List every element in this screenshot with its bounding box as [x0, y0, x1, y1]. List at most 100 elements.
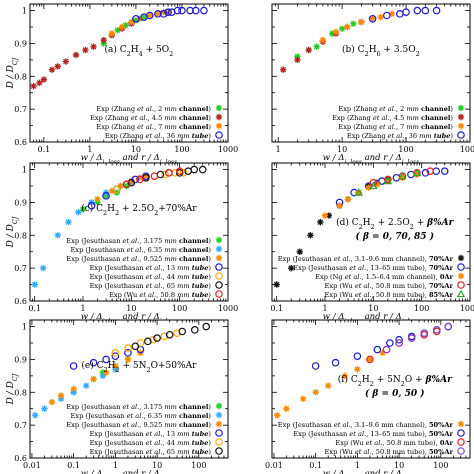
legend-entry-part: mm — [177, 273, 190, 281]
data-point — [366, 355, 374, 364]
data-point — [373, 345, 382, 354]
legend-entry-part: , 7 — [154, 123, 164, 131]
legend-entry-part: , 3.1–9.6 mm channel), — [351, 421, 429, 429]
legend-entry-part: Exp (Jesuthasan — [90, 439, 146, 447]
data-point — [112, 362, 119, 370]
x-axis-label-part: and r / Δ — [120, 153, 160, 163]
legend-marker — [215, 131, 223, 139]
data-point — [122, 22, 129, 29]
legend-marker — [457, 420, 465, 428]
x-axis-label: w / Δi, loss and r / Δi, loss — [323, 469, 419, 474]
x-tick-label: 100 — [433, 461, 448, 470]
legend-entry-part: et al. — [379, 105, 396, 113]
x-tick-label: 10 — [126, 304, 136, 313]
legend-entry-part: mm — [177, 448, 190, 456]
data-point — [57, 395, 65, 403]
legend-entry-part: mm — [406, 114, 419, 122]
x-axis-label-part: w / Δ — [81, 153, 103, 163]
chart-title-part: (b) C — [342, 44, 365, 55]
legend-marker — [457, 281, 465, 289]
panel-c: 0.1 1 10 100 1000 0.6 0.7 0.8 0.9 1 D / DCJ w / Δ i,… — [6, 162, 238, 325]
data-point — [338, 25, 346, 32]
legend-entry: Exp (Jesuthasan et al., 6.35 mm channel) — [71, 412, 212, 420]
data-point — [164, 8, 172, 17]
legend-marker — [215, 254, 223, 262]
legend-entry-part: , 36 — [404, 132, 419, 140]
data-point — [325, 382, 332, 389]
data-point — [160, 332, 169, 341]
y-tick-label: 1 — [22, 166, 27, 175]
legend-entry-part: Exp (Jesuthasan — [66, 255, 122, 263]
plot-area-a — [29, 3, 229, 143]
legend-entry-part: , 13 — [162, 430, 177, 438]
data-point — [294, 56, 301, 64]
legend-entry-part: et al. — [146, 132, 163, 140]
chart-title-part: 2 — [116, 366, 120, 374]
legend-entry-part: , 50.8 mm tube), — [382, 439, 439, 447]
legend-entry-part: ) — [208, 412, 211, 420]
data-point — [321, 212, 329, 219]
legend-entry-part: mm — [164, 114, 177, 122]
x-tick-label: 10 — [152, 461, 162, 470]
chart-title-part: β%Ar — [425, 375, 454, 385]
y-tick-label: 0.7 — [14, 264, 27, 273]
legend-entry-part: channel — [179, 255, 209, 263]
data-point — [311, 362, 320, 370]
data-point — [48, 398, 56, 406]
legend-entry-part: mm — [164, 403, 177, 411]
legend-entry-part: ) — [208, 105, 211, 113]
data-point — [132, 14, 140, 23]
data-point — [358, 18, 365, 26]
data-point — [87, 201, 96, 210]
data-point — [312, 389, 319, 396]
chart-title: (e) C2H2 + 5N2O+50%Ar — [81, 360, 197, 374]
y-tick-label: 0.6 — [14, 138, 27, 147]
legend-entry-part: Exp (Jesuthasan — [90, 430, 146, 438]
legend-entry-part: Exp (Jesuthasan — [71, 412, 127, 420]
x-tick-label: 0.1 — [309, 461, 322, 470]
legend-entry-part: et al. — [355, 282, 372, 290]
legend-entry-part: et al. — [379, 123, 396, 131]
x-tick-label: 100 — [172, 304, 187, 313]
legend-entry-part: ) — [208, 255, 211, 263]
legend-entry-part: , 9.525 — [139, 421, 164, 429]
data-point — [432, 326, 441, 334]
legend-entry: Exp (Wu et al., 50.8 mm tube), 50%Ar — [325, 448, 454, 456]
data-point — [299, 395, 307, 403]
legend-entry: Exp (Jesuthasan et al., 9.525 mm channel… — [66, 421, 211, 429]
legend-marker — [215, 122, 223, 130]
data-point — [150, 172, 159, 180]
chart-title-part: H — [108, 361, 116, 371]
data-point — [341, 372, 349, 380]
x-tick-label: 1 — [276, 145, 281, 154]
legend-entry: Exp (Jesuthasan et al., 65 mm tube) — [90, 282, 212, 290]
legend-entry-part: ) — [208, 291, 211, 299]
chart-title: (f) C2H2 + 5N2O + β%Ar — [338, 374, 453, 388]
legend-entry-part: channel — [179, 421, 209, 429]
chart-title-part: + 5N — [374, 375, 401, 385]
legend-entry-part: 50%Ar — [429, 430, 454, 438]
legend-entry-part: channel — [179, 114, 209, 122]
legend-entry: Exp (Zhang et al., 4.5 mm channel) — [332, 114, 453, 122]
data-point — [399, 174, 406, 181]
data-point — [90, 375, 97, 383]
chart-title-part: H — [131, 45, 139, 55]
data-point — [398, 171, 407, 180]
data-point — [383, 176, 393, 185]
data-points-e — [32, 322, 210, 419]
data-point — [325, 212, 333, 219]
legend-entry-part: et al. — [373, 114, 390, 122]
data-point — [40, 76, 48, 83]
data-point — [178, 327, 187, 336]
x-tick-label: 100 — [414, 304, 429, 313]
chart-title-part: 2 — [416, 50, 420, 58]
data-point — [165, 169, 173, 177]
legend-entry: Exp (Jesuthasan et al., 9.525 mm channel… — [66, 255, 211, 263]
data-point — [154, 10, 162, 18]
chart-title-part: O + — [405, 375, 426, 385]
legend-marker — [215, 113, 223, 121]
plot-area-f — [271, 319, 471, 459]
data-point — [159, 10, 168, 18]
data-point — [102, 192, 110, 200]
data-point — [395, 339, 403, 347]
